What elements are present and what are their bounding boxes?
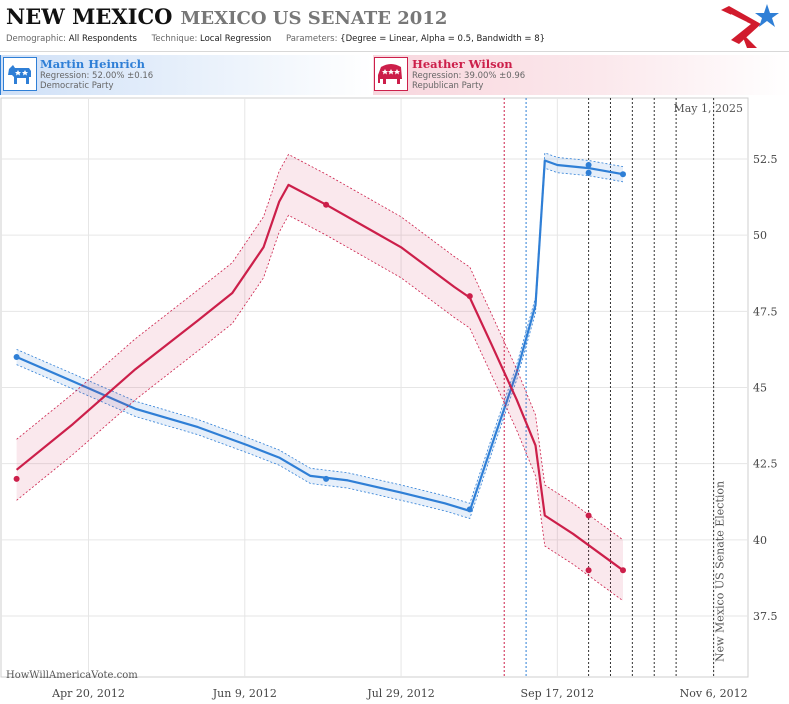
watermark: HowWillAmericaVote.com [6,670,138,681]
rep-poll-point [585,512,592,519]
parameters-value: {Degree = Linear, Alpha = 0.5, Bandwidth… [340,34,546,44]
dem-party: Democratic Party [40,81,114,91]
site-logo-icon [721,4,779,48]
dem-poll-point [13,354,20,360]
date-label: May 1, 2025 [673,102,743,115]
y-tick-label: 47.5 [753,305,778,318]
dem-poll-point [620,171,626,178]
dem-poll-point [323,475,330,482]
y-tick-label: 37.5 [753,610,778,623]
rep-poll-point [466,293,473,300]
parameters-label: Parameters: [285,34,338,44]
y-tick-label: 40 [753,534,767,547]
rep-upper-bound [16,153,624,541]
rep-poll-point [13,475,20,482]
rep-regression-line [15,183,624,572]
rep-poll-point [620,567,626,574]
x-tick-label: Apr 20, 2012 [51,687,125,700]
dem-poll-point [466,506,473,513]
y-tick-label: 52.5 [753,153,778,166]
rep-poll-point [585,567,592,574]
rep-regression: Regression: 39.00% ±0.96 [412,71,526,81]
elephant-icon [374,57,408,91]
dem-poll-point [585,162,592,168]
demographic-label: Demographic: [6,34,67,44]
election-label: New Mexico US Senate Election [714,481,727,662]
race-title: MEXICO US SENATE 2012 [180,8,448,29]
dem-upper-bound [16,152,624,504]
x-tick-label: Jun 9, 2012 [212,687,277,700]
rep-party: Republican Party [412,81,484,91]
legend-republican: Heather Wilson Regression: 39.00% ±0.96 … [373,55,789,95]
dem-lower-bound [16,167,624,519]
parameters-line: Demographic: All Respondents Technique: … [6,34,557,44]
rep-poll-point [323,201,330,208]
dem-poll-point [585,169,592,176]
polling-chart: 37.5 40 42.5 45 47.5 50 52.5 Apr 20, 2012 Jun 9,… [0,97,778,700]
title-line: NEW MEXICO MEXICO US SENATE 2012 [6,4,447,29]
technique-value: Local Regression [200,34,272,44]
y-tick-label: 50 [753,229,767,242]
rep-lower-bound [16,214,624,602]
y-tick-label: 45 [753,382,767,395]
donkey-icon [3,57,37,91]
x-tick-label: Jul 29, 2012 [366,687,435,700]
dem-candidate-name: Martin Heinrich [40,57,145,71]
dem-regression: Regression: 52.00% ±0.16 [40,71,154,81]
x-tick-label: Nov 6, 2012 [680,687,748,700]
legend-democrat: Martin Heinrich Regression: 52.00% ±0.16… [0,55,373,95]
y-tick-label: 42.5 [753,458,778,471]
x-tick-label: Sep 17, 2012 [521,687,595,700]
rep-confidence-band [16,154,624,601]
demographic-value: All Respondents [68,34,137,44]
rep-candidate-name: Heather Wilson [412,57,513,71]
dem-regression-line [16,159,624,512]
state-title: NEW MEXICO [6,4,173,29]
chart-header: NEW MEXICO MEXICO US SENATE 2012 Demograp… [0,0,789,52]
technique-label: Technique: [151,34,198,44]
